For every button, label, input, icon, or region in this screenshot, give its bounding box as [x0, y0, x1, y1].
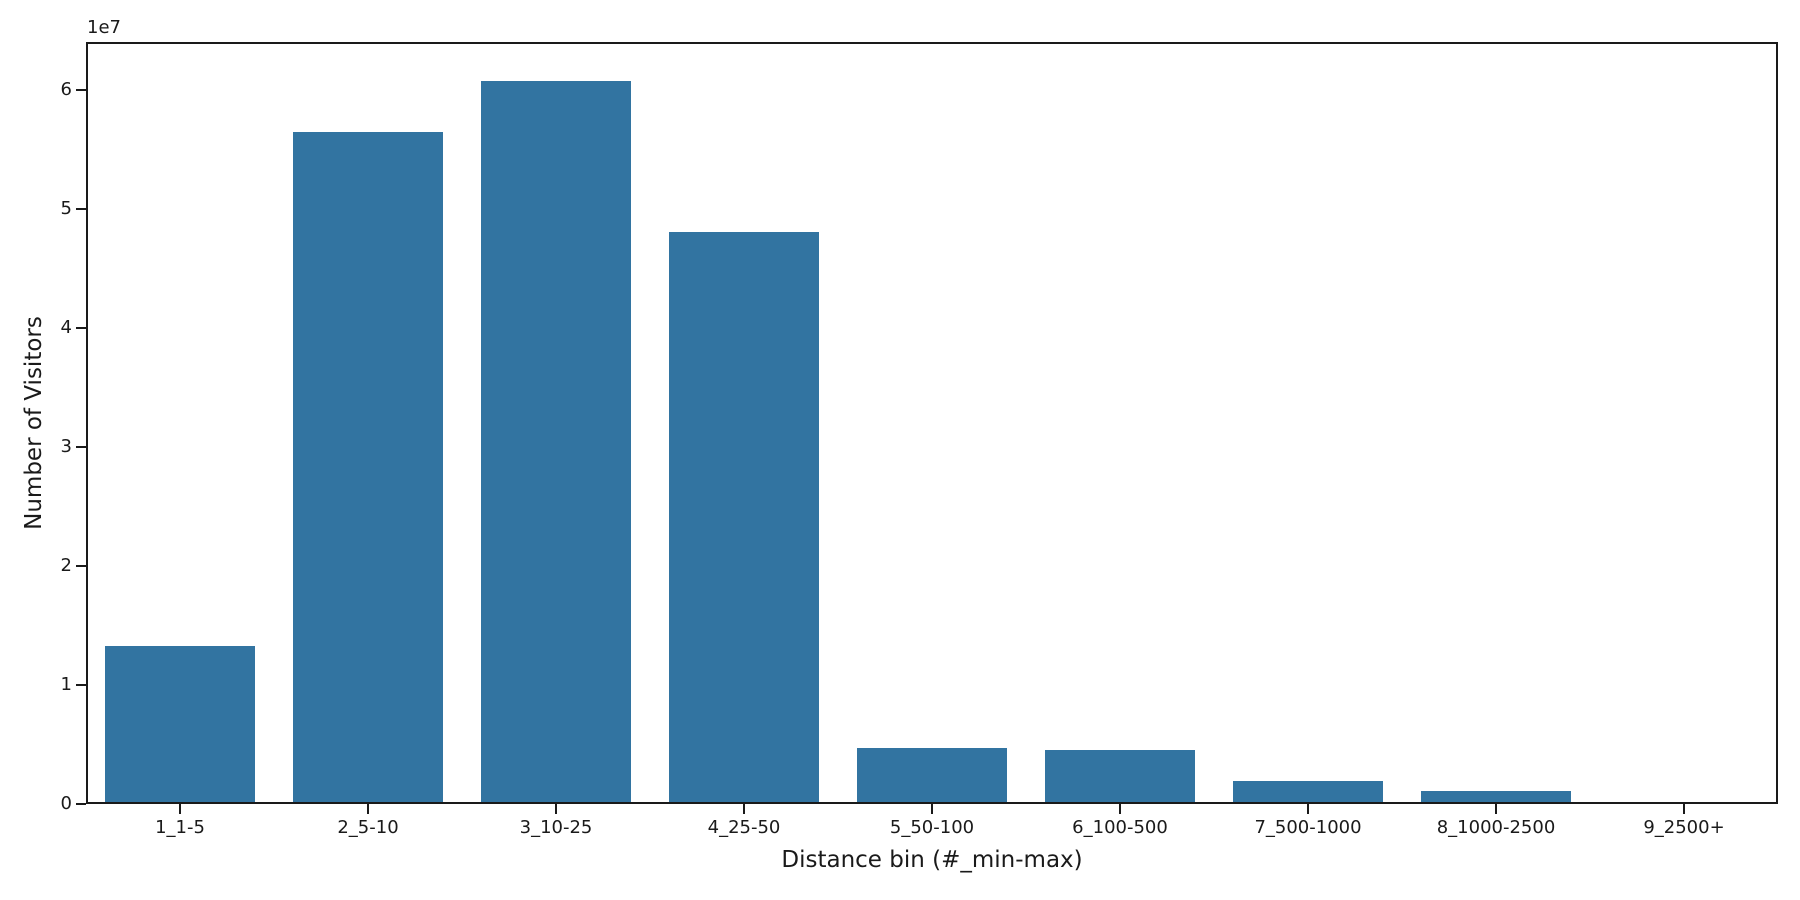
y-tick-mark [76, 88, 86, 91]
x-tick-label: 6_100-500 [1072, 817, 1168, 838]
x-tick-mark [179, 804, 181, 814]
bar-5_50-100 [856, 748, 1008, 804]
x-tick-mark [367, 804, 369, 814]
y-tick-label: 2 [60, 554, 72, 576]
x-tick-mark [1683, 804, 1685, 814]
y-tick-label: 3 [60, 435, 72, 457]
x-tick-mark [1119, 804, 1121, 814]
y-tick-mark [76, 207, 86, 210]
y-tick-mark [76, 564, 86, 567]
y-tick-mark [76, 445, 86, 448]
y-tick-label: 1 [60, 673, 72, 695]
x-tick-mark [743, 804, 745, 814]
x-tick-mark [1495, 804, 1497, 814]
bar-3_10-25 [480, 81, 632, 804]
y-tick-label: 4 [60, 316, 72, 338]
plot-area [86, 42, 1778, 804]
x-tick-label: 1_1-5 [155, 817, 205, 838]
x-tick-mark [1307, 804, 1309, 814]
y-tick-label: 6 [60, 78, 72, 100]
x-tick-label: 8_1000-2500 [1436, 817, 1556, 838]
y-axis-label: Number of Visitors [21, 316, 47, 530]
x-tick-label: 9_2500+ [1643, 817, 1725, 838]
x-tick-mark [555, 804, 557, 814]
x-tick-label: 4_25-50 [707, 817, 781, 838]
x-tick-label: 5_50-100 [889, 817, 975, 838]
y-tick-mark [76, 803, 86, 805]
y-tick-label: 5 [60, 197, 72, 219]
bar-4_25-50 [668, 232, 820, 804]
x-axis-label: Distance bin (#_min-max) [781, 847, 1083, 873]
bar-2_5-10 [292, 132, 444, 804]
y-tick-mark [76, 683, 86, 686]
y-tick-label: 0 [60, 793, 72, 814]
bars-layer [86, 42, 1778, 804]
bar-1_1-5 [104, 646, 256, 804]
y-tick-mark [76, 326, 86, 329]
y-axis-offset-text: 1e7 [87, 17, 121, 38]
bar-7_500-1000 [1232, 781, 1384, 804]
bar-6_100-500 [1044, 750, 1196, 804]
x-tick-mark [931, 804, 933, 814]
x-tick-label: 3_10-25 [519, 817, 593, 838]
bar-8_1000-2500 [1420, 791, 1572, 804]
x-tick-label: 7_500-1000 [1254, 817, 1362, 838]
x-tick-label: 2_5-10 [337, 817, 399, 838]
